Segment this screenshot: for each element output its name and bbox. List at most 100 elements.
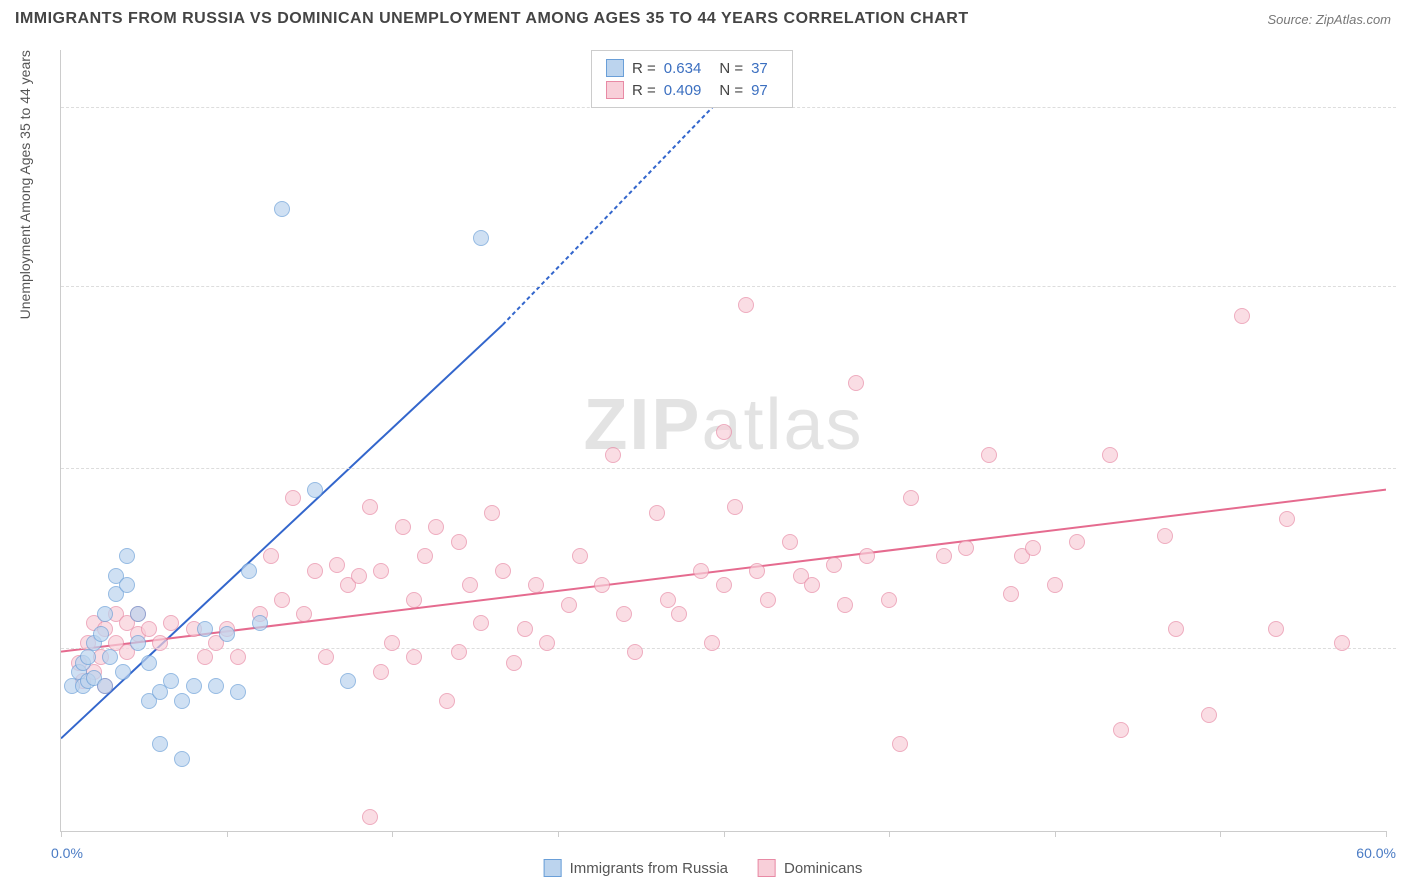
point-pink [1334, 635, 1350, 651]
point-pink [561, 597, 577, 613]
point-pink [406, 649, 422, 665]
point-blue [307, 482, 323, 498]
swatch-pink [606, 81, 624, 99]
point-pink [1201, 707, 1217, 723]
point-pink [704, 635, 720, 651]
point-pink [141, 621, 157, 637]
point-blue [473, 230, 489, 246]
point-pink [517, 621, 533, 637]
point-blue [141, 655, 157, 671]
point-pink [1157, 528, 1173, 544]
point-pink [936, 548, 952, 564]
point-pink [1025, 540, 1041, 556]
grid-line [61, 286, 1396, 287]
point-blue [102, 649, 118, 665]
point-pink [495, 563, 511, 579]
point-pink [506, 655, 522, 671]
x-tick [558, 831, 559, 837]
point-pink [716, 424, 732, 440]
point-pink [848, 375, 864, 391]
point-pink [439, 693, 455, 709]
legend-swatch-pink [758, 859, 776, 877]
stats-box: R = 0.634 N = 37 R = 0.409 N = 97 [591, 50, 793, 108]
source-label: Source: ZipAtlas.com [1267, 12, 1391, 27]
point-blue [93, 626, 109, 642]
point-pink [462, 577, 478, 593]
point-pink [1113, 722, 1129, 738]
y-tick-label: 12.5% [1391, 461, 1406, 477]
point-pink [230, 649, 246, 665]
x-tick [1386, 831, 1387, 837]
point-blue [230, 684, 246, 700]
legend-label-pink: Dominicans [784, 860, 862, 877]
point-blue [119, 577, 135, 593]
point-pink [616, 606, 632, 622]
point-pink [351, 568, 367, 584]
point-blue [80, 649, 96, 665]
point-blue [241, 563, 257, 579]
point-pink [716, 577, 732, 593]
y-tick-label: 25.0% [1391, 100, 1406, 116]
stats-row-blue: R = 0.634 N = 37 [606, 57, 778, 79]
point-blue [252, 615, 268, 631]
point-pink [528, 577, 544, 593]
point-blue [97, 678, 113, 694]
point-pink [649, 505, 665, 521]
x-tick [724, 831, 725, 837]
point-blue [130, 606, 146, 622]
point-pink [671, 606, 687, 622]
point-pink [473, 615, 489, 631]
point-pink [981, 447, 997, 463]
grid-line [61, 468, 1396, 469]
point-pink [1102, 447, 1118, 463]
point-pink [373, 563, 389, 579]
y-tick-label: 18.8% [1391, 279, 1406, 295]
legend: Immigrants from Russia Dominicans [544, 859, 863, 877]
point-blue [97, 606, 113, 622]
point-pink [594, 577, 610, 593]
point-pink [627, 644, 643, 660]
x-tick [61, 831, 62, 837]
point-pink [285, 490, 301, 506]
legend-label-blue: Immigrants from Russia [570, 860, 728, 877]
point-pink [152, 635, 168, 651]
title-bar: IMMIGRANTS FROM RUSSIA VS DOMINICAN UNEM… [15, 10, 1391, 28]
point-pink [837, 597, 853, 613]
point-blue [186, 678, 202, 694]
point-pink [428, 519, 444, 535]
point-pink [1279, 511, 1295, 527]
grid-line [61, 648, 1396, 649]
point-pink [197, 649, 213, 665]
point-pink [572, 548, 588, 564]
x-axis-max: 60.0% [1356, 845, 1396, 861]
x-tick [1055, 831, 1056, 837]
point-pink [373, 664, 389, 680]
point-pink [1268, 621, 1284, 637]
point-blue [340, 673, 356, 689]
point-pink [362, 809, 378, 825]
swatch-blue [606, 59, 624, 77]
legend-item-blue: Immigrants from Russia [544, 859, 728, 877]
point-pink [318, 649, 334, 665]
point-pink [362, 499, 378, 515]
point-blue [174, 751, 190, 767]
legend-item-pink: Dominicans [758, 859, 862, 877]
point-pink [406, 592, 422, 608]
point-pink [760, 592, 776, 608]
trend-lines [61, 50, 1386, 831]
point-blue [119, 548, 135, 564]
legend-swatch-blue [544, 859, 562, 877]
point-blue [219, 626, 235, 642]
point-pink [329, 557, 345, 573]
point-blue [208, 678, 224, 694]
point-pink [451, 644, 467, 660]
x-tick [392, 831, 393, 837]
x-tick [227, 831, 228, 837]
point-pink [1234, 308, 1250, 324]
point-pink [660, 592, 676, 608]
point-pink [693, 563, 709, 579]
point-blue [130, 635, 146, 651]
point-pink [263, 548, 279, 564]
point-pink [892, 736, 908, 752]
point-pink [451, 534, 467, 550]
